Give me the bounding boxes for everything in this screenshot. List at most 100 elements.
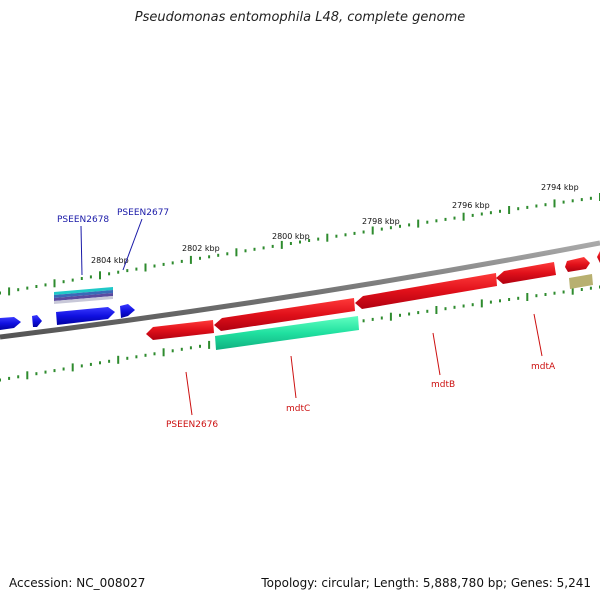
ruler-tick (426, 220, 429, 224)
pseen2678-feature-stack[interactable] (54, 287, 113, 304)
ruler-tick (571, 286, 574, 295)
gene-label-mdtb[interactable]: mdtB (431, 380, 455, 390)
gene-blue-3[interactable] (120, 304, 135, 318)
ruler-tick (299, 240, 301, 244)
gene-mdta[interactable] (496, 262, 556, 284)
ruler-tick (526, 205, 529, 209)
ruler-tick (144, 263, 147, 272)
ruler-tick (562, 200, 565, 204)
gene-label-mdta[interactable]: mdtA (531, 362, 556, 372)
gene-blue-1[interactable] (0, 317, 21, 330)
ruler-tick (0, 378, 1, 382)
ruler-tick (535, 294, 538, 298)
ruler-tick (471, 303, 474, 307)
gene-blue-4[interactable] (565, 257, 590, 272)
gene-pseen2676[interactable] (146, 320, 214, 340)
ruler-tick (399, 313, 401, 317)
ruler-tick (208, 340, 211, 349)
ruler-tick (408, 223, 411, 227)
reverse-genes (0, 257, 590, 330)
ruler-tick (435, 219, 438, 223)
ruler-tick (380, 227, 383, 231)
ruler-tick (280, 240, 283, 249)
gene-label-mdtc[interactable]: mdtC (286, 404, 310, 414)
ruler-tick (262, 246, 265, 250)
ruler-tick (26, 371, 29, 380)
gene-blue-pseen2677[interactable] (56, 307, 115, 325)
ruler-tick (89, 275, 92, 279)
ruler-tick (180, 347, 183, 351)
ruler-tick (571, 199, 574, 203)
gene-red-edge[interactable] (597, 251, 600, 263)
ruler-tick (362, 230, 365, 234)
gene-blue-2[interactable] (32, 315, 42, 327)
ruler-tick (153, 352, 156, 356)
ruler-tick (553, 199, 556, 208)
ruler-tick (244, 249, 247, 253)
ruler-tick (180, 259, 183, 263)
ruler-tick (408, 312, 411, 316)
ruler-tick (580, 198, 583, 202)
ruler-label-2794: 2794 kbp (541, 183, 579, 192)
ruler-tick (399, 224, 401, 228)
ruler-tick (517, 296, 520, 300)
ruler-tick (353, 231, 356, 235)
ruler-tick (108, 272, 111, 276)
ruler-tick (480, 212, 483, 216)
ruler-tick (171, 349, 174, 353)
gene-label-pseen2678[interactable]: PSEEN2678 (57, 215, 109, 225)
ruler-tick (226, 252, 229, 256)
ruler-tick (526, 293, 529, 301)
ruler-label-2796: 2796 kbp (452, 201, 490, 210)
feature-misc-olive[interactable] (569, 274, 593, 289)
ruler-tick (189, 255, 192, 264)
ruler-tick (99, 271, 101, 280)
ruler-tick (317, 237, 320, 241)
ruler-tick (44, 283, 47, 287)
ruler-tick (0, 291, 1, 295)
ruler-tick (489, 211, 492, 215)
ruler-tick (389, 312, 392, 321)
feature-mdtc-green[interactable] (215, 316, 359, 350)
ruler-tick (117, 270, 120, 274)
gene-label-pseen2677[interactable]: PSEEN2677 (117, 208, 169, 218)
ruler-tick (135, 267, 138, 271)
gene-mdtb[interactable] (355, 273, 497, 309)
ruler-tick (389, 226, 392, 230)
ruler-tick (199, 256, 201, 260)
ruler-tick (580, 288, 583, 291)
forward-genes (146, 251, 600, 340)
ruler-tick (417, 311, 420, 315)
ruler-tick (17, 375, 20, 379)
ruler-tick (326, 233, 329, 242)
ruler-tick (417, 219, 420, 228)
ruler-tick (371, 317, 374, 321)
ruler-tick (8, 287, 11, 296)
ruler-tick (17, 288, 20, 292)
ruler-tick (444, 307, 447, 311)
ruler-tick (62, 367, 65, 371)
ruler-tick (162, 262, 165, 266)
ruler-tick (80, 277, 83, 280)
ruler-tick (135, 355, 138, 359)
gene-mdtc[interactable] (214, 298, 355, 331)
ruler-tick (126, 356, 129, 360)
ruler-tick (508, 298, 511, 301)
ruler-tick (462, 304, 465, 308)
ruler-tick (126, 269, 129, 273)
ruler-tick (335, 234, 338, 238)
ruler-tick (499, 209, 501, 213)
ruler-tick (499, 299, 501, 303)
ruler-tick (171, 261, 174, 265)
ruler-label-2798: 2798 kbp (362, 217, 400, 226)
ruler-tick (89, 362, 92, 366)
ruler-tick (162, 348, 165, 357)
ruler-tick (208, 255, 211, 259)
gene-label-pseen2676[interactable]: PSEEN2676 (166, 420, 218, 430)
ruler-tick (53, 369, 56, 373)
genome-backbone (0, 240, 600, 340)
ruler-tick (99, 361, 101, 365)
ruler-tick (199, 344, 201, 348)
ruler-tick (535, 204, 538, 208)
